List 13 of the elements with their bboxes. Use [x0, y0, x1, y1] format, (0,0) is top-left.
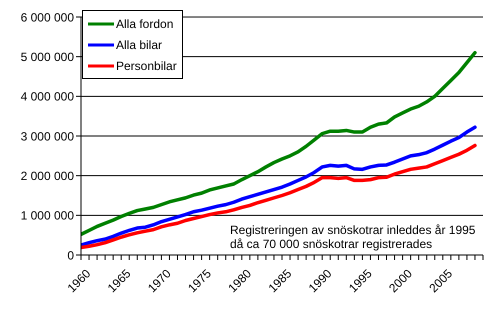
legend-label: Alla bilar	[116, 38, 162, 52]
annotation: Registreringen av snöskotrar inleddes år 1995 då ca 70 000 snöskotrar registrerades	[230, 223, 476, 251]
y-tick-label: 4 000 000	[20, 90, 74, 104]
y-tick-label: 6 000 000	[20, 10, 74, 24]
line-series	[81, 144, 477, 250]
y-tick-label: 3 000 000	[20, 129, 74, 144]
y-tick-label: 5 000 000	[20, 50, 74, 64]
legend-label: Alla fordon	[116, 16, 174, 30]
y-tick-label: 0	[67, 248, 74, 262]
y-tick-label: 2 000 000	[20, 168, 74, 183]
y-tick-label: 1 000 000	[20, 208, 74, 223]
legend-label: Personbilar	[116, 58, 177, 72]
line-series	[81, 50, 477, 236]
